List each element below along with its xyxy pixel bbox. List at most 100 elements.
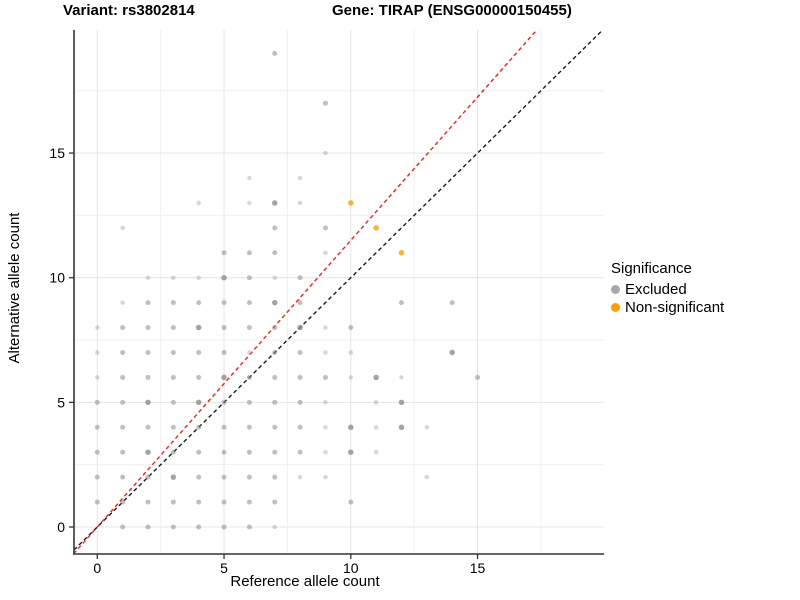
data-point (272, 325, 278, 331)
reference-lines (72, 29, 604, 555)
data-point (323, 150, 328, 156)
data-point (145, 349, 151, 355)
data-point (94, 424, 100, 430)
data-point (221, 449, 227, 455)
data-point (373, 425, 379, 430)
data-point (120, 399, 126, 405)
data-point (221, 325, 227, 331)
data-point (221, 399, 227, 405)
data-point (297, 424, 303, 430)
data-point (170, 499, 176, 505)
data-point (120, 449, 126, 455)
data-point (297, 300, 303, 306)
legend-label-non-significant: Non-significant (625, 298, 725, 316)
data-point (272, 474, 278, 480)
data-point (120, 474, 126, 480)
data-point (348, 200, 354, 206)
data-point (145, 424, 151, 430)
data-point (170, 300, 176, 306)
data-point (348, 499, 354, 505)
data-point (272, 424, 278, 430)
data-point (272, 275, 277, 280)
data-point (348, 449, 354, 455)
data-point (145, 374, 151, 380)
y-tick-label: 10 (49, 270, 65, 286)
data-point (195, 399, 202, 406)
legend-item-non-significant: Non-significant (611, 298, 724, 316)
data-point (170, 474, 177, 480)
data-point (95, 375, 100, 380)
data-point (272, 524, 277, 530)
tick-labels: 0 5 10 15 0 5 10 15 (49, 145, 485, 576)
data-point (297, 349, 303, 355)
data-point (246, 474, 252, 480)
data-point (145, 325, 151, 331)
data-point (145, 524, 151, 530)
x-tick-label: 0 (93, 560, 101, 576)
data-point (95, 325, 100, 330)
data-point (398, 250, 405, 256)
data-point (170, 399, 176, 405)
non-significant-points (348, 200, 405, 256)
data-point (398, 424, 405, 431)
data-point (246, 325, 252, 331)
data-point (272, 50, 278, 56)
data-point (272, 349, 278, 355)
data-point (322, 100, 328, 106)
data-point (170, 449, 176, 455)
data-point (323, 449, 328, 455)
data-point (145, 449, 151, 455)
data-point (373, 225, 379, 231)
data-point (272, 449, 278, 455)
data-point (246, 275, 252, 281)
data-point (246, 399, 252, 405)
data-point (297, 324, 303, 331)
data-point (196, 424, 202, 430)
data-point (196, 499, 202, 505)
data-point (221, 524, 227, 530)
data-point (398, 399, 405, 406)
data-point (297, 200, 303, 206)
data-point (322, 225, 328, 231)
data-point (449, 300, 455, 306)
data-point (424, 474, 430, 480)
data-point (145, 399, 151, 406)
data-point (246, 250, 252, 256)
excluded-dot-icon (611, 284, 620, 294)
expected-ratio-line (72, 29, 538, 555)
legend-title: Significance (611, 260, 692, 277)
y-tick-label: 0 (57, 519, 65, 535)
data-point (221, 374, 227, 381)
data-point (373, 374, 379, 381)
data-point (120, 424, 126, 430)
data-point (297, 374, 303, 380)
data-point (246, 300, 252, 306)
data-point (120, 300, 125, 305)
data-point (196, 300, 202, 306)
data-point (246, 424, 252, 430)
data-point (449, 349, 455, 356)
data-point (120, 325, 126, 331)
data-point (373, 400, 379, 405)
data-point (221, 250, 227, 256)
data-point (475, 374, 481, 380)
data-point (145, 474, 151, 480)
data-point (424, 425, 430, 430)
data-point (145, 300, 151, 306)
legend-label-excluded: Excluded (625, 280, 687, 298)
data-point (94, 499, 100, 505)
y-tick-label: 15 (49, 145, 65, 161)
data-point (94, 474, 100, 480)
data-point (247, 175, 252, 181)
axes (69, 30, 604, 559)
data-point (196, 349, 202, 355)
data-point (323, 474, 328, 480)
variant-title: Variant: rs3802814 (63, 2, 195, 19)
data-point (196, 524, 202, 530)
data-point (221, 499, 227, 505)
data-point (297, 399, 303, 405)
data-point (196, 474, 202, 480)
data-point (221, 274, 227, 281)
data-point (221, 300, 227, 306)
data-point (170, 374, 176, 380)
